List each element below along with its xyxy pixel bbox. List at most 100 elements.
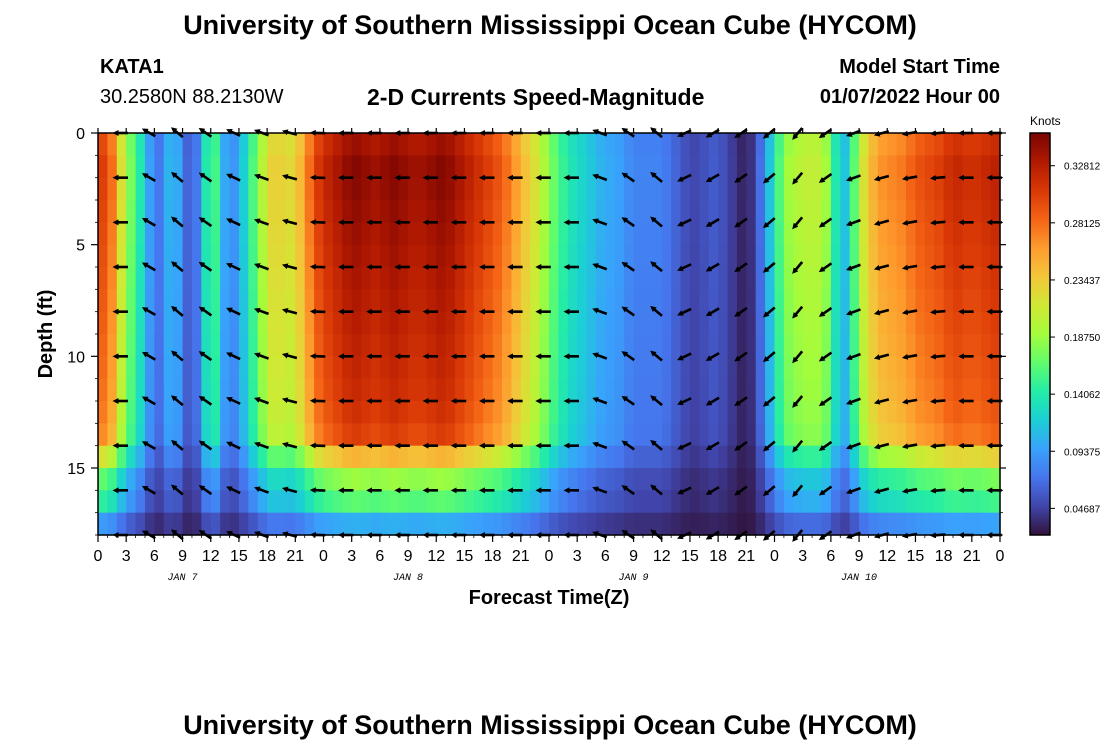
heatmap-cell (314, 311, 325, 335)
heatmap-cell (511, 155, 522, 179)
heatmap-cell (755, 423, 766, 447)
heatmap-cell (962, 289, 973, 313)
heatmap-cell (370, 401, 381, 424)
heatmap-cell (98, 490, 108, 514)
heatmap-cell (859, 378, 870, 402)
heatmap-cell (896, 334, 907, 357)
heatmap-cell (783, 490, 794, 514)
heatmap-cell (191, 378, 202, 402)
heatmap-cell (182, 401, 193, 424)
heatmap-cell (624, 378, 635, 402)
current-arrow (873, 442, 890, 450)
heatmap-cell (163, 356, 174, 380)
heatmap-cell (642, 289, 653, 313)
heatmap-cell (267, 378, 278, 402)
heatmap-cell (455, 222, 466, 246)
heatmap-cell (661, 289, 672, 313)
heatmap-cell (116, 334, 127, 357)
current-arrow (845, 218, 861, 227)
heatmap-cell (229, 356, 240, 380)
heatmap-cell (238, 468, 249, 491)
heatmap-cell (614, 289, 625, 313)
heatmap-cell (793, 445, 804, 469)
heatmap-cell (342, 423, 353, 447)
heatmap-cell (943, 356, 954, 380)
heatmap-cell (971, 490, 982, 514)
heatmap-cell (859, 133, 870, 156)
heatmap-cell (257, 490, 268, 514)
heatmap-cell (126, 512, 137, 536)
heatmap-cell (464, 490, 475, 514)
heatmap-cell (426, 356, 437, 380)
heatmap-cell (267, 445, 278, 469)
heatmap-cell (229, 222, 240, 246)
heatmap-cell (595, 311, 606, 335)
x-tick-label: 15 (681, 548, 699, 565)
current-arrow (929, 308, 946, 315)
heatmap-cell (689, 334, 700, 357)
current-arrow (818, 351, 833, 362)
heatmap-cell (361, 133, 372, 156)
heatmap-cell (661, 311, 672, 335)
heatmap-cell (680, 401, 691, 424)
heatmap-cell (614, 423, 625, 447)
heatmap-cell (577, 445, 588, 469)
heatmap-cell (314, 200, 325, 223)
heatmap-cell (840, 378, 851, 402)
heatmap-cell (633, 222, 644, 246)
heatmap-cell (765, 334, 776, 357)
heatmap-cell (332, 177, 343, 201)
heatmap-cell (417, 289, 428, 313)
heatmap-cell (549, 222, 559, 246)
heatmap-cell (896, 244, 907, 268)
heatmap-cell (370, 356, 381, 380)
heatmap-cell (116, 311, 127, 335)
heatmap-cell (107, 155, 118, 179)
heatmap-cell (793, 468, 804, 491)
heatmap-cell (727, 222, 738, 246)
heatmap-cell (783, 378, 794, 402)
heatmap-cell (708, 356, 719, 380)
heatmap-cell (408, 334, 419, 357)
heatmap-cell (859, 222, 870, 246)
heatmap-cell (981, 177, 992, 201)
heatmap-cell (332, 512, 343, 536)
heatmap-cell (915, 177, 926, 201)
heatmap-cell (661, 222, 672, 246)
heatmap-cell (812, 445, 823, 469)
heatmap-cell (408, 222, 419, 246)
heatmap-cell (633, 133, 644, 156)
heatmap-cell (595, 289, 606, 313)
heatmap-cell (943, 289, 954, 313)
heatmap-cell (699, 200, 710, 223)
heatmap-cell (671, 445, 682, 469)
heatmap-cell (539, 289, 550, 313)
current-arrow (198, 440, 213, 451)
heatmap-cell (558, 490, 569, 514)
heatmap-cell (276, 133, 287, 156)
heatmap-cell (276, 401, 287, 424)
y-tick-label: 0 (76, 126, 85, 143)
heatmap-cell (605, 222, 616, 246)
heatmap-cell (990, 244, 1001, 268)
heatmap-cell (323, 177, 334, 201)
heatmap-cell (981, 423, 992, 447)
heatmap-cell (267, 200, 278, 223)
heatmap-cell (793, 267, 804, 290)
heatmap-cell (276, 155, 287, 179)
heatmap-cell (473, 356, 484, 380)
current-arrow (226, 397, 241, 405)
heatmap-cell (107, 311, 118, 335)
heatmap-cell (981, 512, 992, 536)
heatmap-cell (990, 311, 1001, 335)
heatmap-cell (953, 468, 964, 491)
current-arrow (141, 396, 156, 406)
heatmap-cell (464, 423, 475, 447)
heatmap-cell (624, 512, 635, 536)
heatmap-cell (361, 200, 372, 223)
heatmap-cell (971, 267, 982, 290)
heatmap-cell (887, 222, 898, 246)
heatmap-cell (520, 133, 531, 156)
heatmap-cell (426, 334, 437, 357)
current-arrow (198, 261, 213, 272)
